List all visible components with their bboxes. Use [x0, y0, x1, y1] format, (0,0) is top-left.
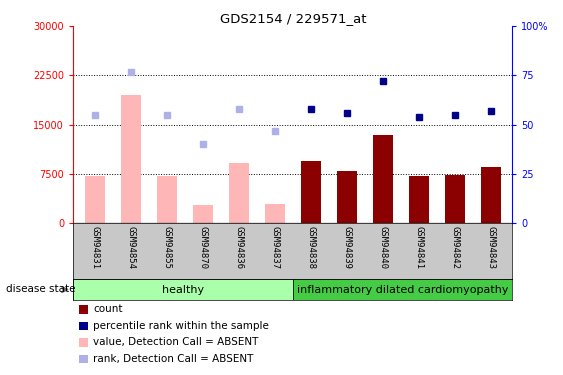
Bar [337, 171, 356, 223]
Text: count: count [93, 304, 122, 314]
Bar [301, 161, 321, 223]
Text: GSM94838: GSM94838 [306, 226, 315, 269]
Text: GSM94836: GSM94836 [234, 226, 243, 269]
Text: percentile rank within the sample: percentile rank within the sample [93, 321, 269, 331]
Bar [121, 95, 141, 223]
Bar [73, 279, 293, 300]
Bar [481, 167, 501, 223]
Text: value, Detection Call = ABSENT: value, Detection Call = ABSENT [93, 338, 258, 347]
Text: GSM94843: GSM94843 [486, 226, 495, 269]
Text: rank, Detection Call = ABSENT: rank, Detection Call = ABSENT [93, 354, 253, 364]
Bar [229, 163, 249, 223]
Text: inflammatory dilated cardiomyopathy: inflammatory dilated cardiomyopathy [297, 285, 508, 295]
Bar [265, 204, 285, 223]
Bar [193, 206, 213, 223]
Bar [157, 176, 177, 223]
Text: disease state: disease state [6, 285, 75, 294]
Text: GSM94831: GSM94831 [90, 226, 99, 269]
Text: GSM94842: GSM94842 [450, 226, 459, 269]
Text: GSM94855: GSM94855 [162, 226, 171, 269]
Bar [293, 279, 512, 300]
Text: healthy: healthy [162, 285, 204, 295]
Title: GDS2154 / 229571_at: GDS2154 / 229571_at [220, 12, 366, 25]
Bar [445, 175, 464, 223]
Bar [373, 135, 392, 223]
Text: GSM94854: GSM94854 [126, 226, 135, 269]
Text: GSM94840: GSM94840 [378, 226, 387, 269]
Text: GSM94841: GSM94841 [414, 226, 423, 269]
Bar [409, 176, 428, 223]
Text: GSM94870: GSM94870 [198, 226, 207, 269]
Text: GSM94837: GSM94837 [270, 226, 279, 269]
Bar [85, 176, 105, 223]
Text: GSM94839: GSM94839 [342, 226, 351, 269]
